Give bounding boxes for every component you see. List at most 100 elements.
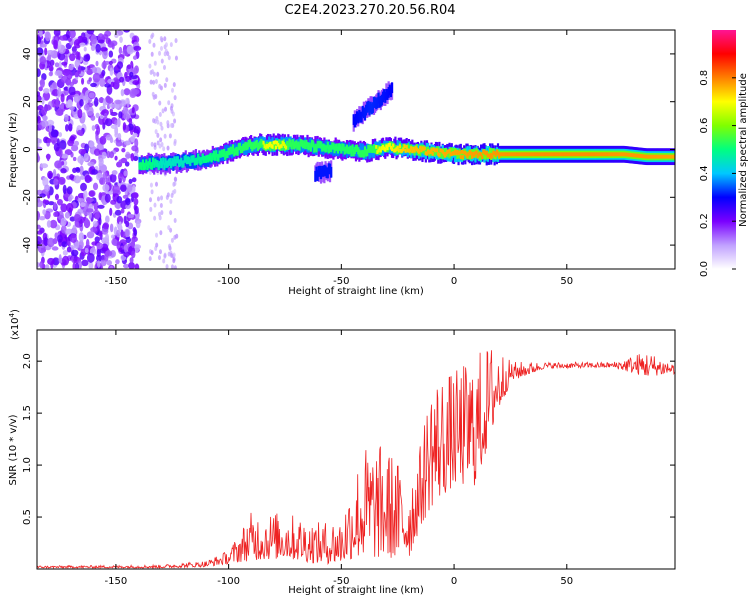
noise-blob [47,170,53,179]
noise-blob [125,197,131,206]
main-band-cell [349,145,352,153]
noise-blob [97,39,105,44]
noise-blob [51,88,60,97]
main-band-cell [377,148,380,153]
main-band-cell [438,152,441,157]
main-band-cell [284,136,288,148]
noise-blob [133,125,141,135]
noise-blob [44,47,48,56]
noise-blob [96,242,104,250]
main-band-cell [635,153,638,158]
branch-cell [387,87,390,98]
main-band-cell [624,152,627,157]
noise-blob [92,72,101,83]
y-tick-label: 0 [22,146,33,152]
main-band-cell [407,148,411,153]
main-band-cell [334,143,337,152]
noise-blob [67,37,72,42]
side-feature-cell [319,168,323,180]
branch-cell [367,100,370,112]
main-band-cell [354,144,358,152]
snr-panel: -150 -100 -50 0 50 0.5 1.0 1.5 2.0 Height of st… [8,309,676,596]
main-band-cell [458,150,461,162]
noise-blob [37,224,41,230]
side-feature-cell [321,165,324,177]
noise-blob [101,61,107,69]
main-band-cell [616,152,619,157]
main-band-cell [264,145,267,150]
main-band-cell [673,154,675,159]
noise-blob [122,106,128,115]
main-band-cell [256,143,260,151]
main-band-cell [570,152,573,157]
main-band-cell [177,159,181,168]
noise-blob [59,139,67,150]
noise-blob [37,152,40,163]
main-band-cell [439,148,442,153]
noise-blob [37,115,41,124]
noise-blob [123,113,131,120]
main-band-cell [156,160,159,168]
noise-blob [126,184,133,193]
main-band-cell [380,146,383,151]
noise-blob [85,208,94,213]
spectrogram-panel: -150 -100 -50 0 50 -40 -20 0 20 40 Height of str… [8,29,676,297]
main-band-cell [227,148,230,156]
main-band-cell [412,146,415,151]
noise-blob [60,203,68,213]
noise-blob [47,257,55,266]
main-band-cell [272,143,275,151]
main-band-cell [460,149,464,154]
noise-blob [75,51,79,60]
main-band-cell [402,143,405,151]
main-band-cell [415,147,418,152]
branch-cell [362,107,365,119]
noise-blob [98,177,106,185]
noise-blob [132,132,138,138]
main-band-cell [440,150,443,158]
noise-blob [105,233,110,242]
main-band-cell [408,148,412,153]
main-band-cell [283,144,287,149]
noise-blob [164,106,168,112]
main-band-cell [563,152,566,157]
noise-blob [66,186,73,195]
noise-blob [47,237,55,248]
main-band-cell [317,140,320,148]
noise-blob [53,39,58,49]
noise-blob [46,153,50,162]
noise-blob [104,193,111,203]
noise-blob [149,182,153,188]
main-band-cell [537,152,540,157]
main-band-cell [369,146,372,158]
main-band-cell [246,142,249,150]
main-band-cell [150,162,154,170]
main-band-cell [557,152,560,157]
main-band-cell [185,156,188,165]
noise-blob [99,135,107,145]
main-band-cell [388,143,391,154]
noise-blob [168,133,172,139]
main-band-cell [653,154,656,159]
main-band-cell [379,148,382,153]
noise-blob [51,246,59,251]
main-band-cell [498,154,501,159]
main-band-cell [534,152,537,157]
main-band-cell [430,148,433,153]
main-band-cell [629,153,633,157]
main-band-cell [273,142,276,151]
y-tick-label: 0.5 [22,509,33,525]
main-band-cell [548,152,551,157]
main-band-cell [170,161,173,169]
main-band-cell [527,152,530,157]
noise-blob [150,189,154,195]
noise-blob [128,261,135,269]
main-band-cell [516,152,519,157]
main-band-cell [360,150,363,158]
main-band-cell [306,142,309,150]
main-band-cell [370,145,373,153]
noise-blob [122,122,127,131]
main-band-cell [310,139,314,148]
main-band-cell [277,142,280,147]
noise-blob [39,78,45,88]
